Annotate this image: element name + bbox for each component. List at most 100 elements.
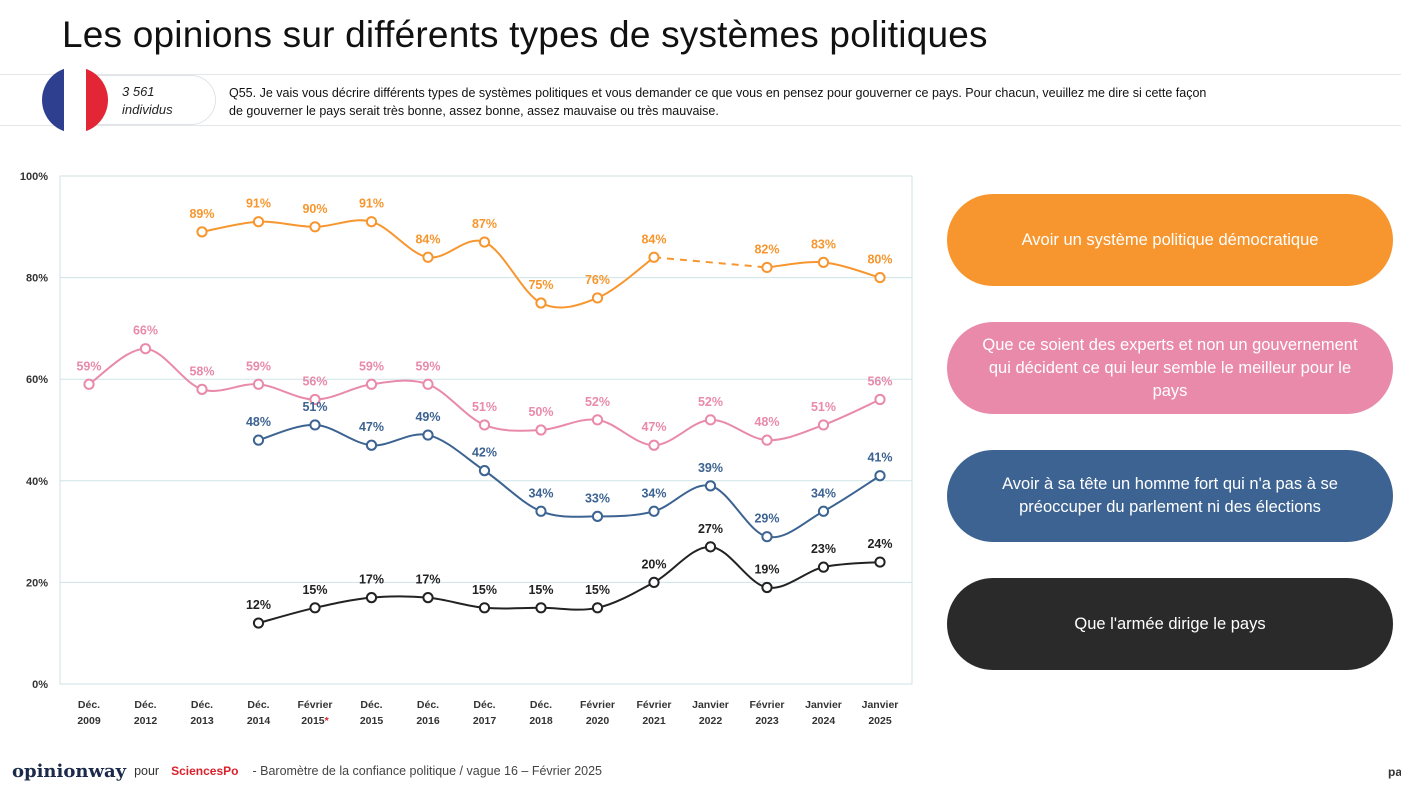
- data-label: 41%: [867, 451, 892, 465]
- data-label: 59%: [76, 359, 101, 373]
- line-chart: 0% 20% 40% 60% 80% 100% Déc. 2009 Déc. 2012 Déc. 20…: [20, 171, 913, 727]
- data-point: [478, 236, 491, 248]
- series-line: [88, 347, 881, 447]
- data-label: 47%: [359, 420, 384, 434]
- data-label: 20%: [641, 557, 666, 571]
- footer-text: - Baromètre de la confiance politique / …: [252, 764, 602, 778]
- x-tick-label-month: Déc.: [134, 699, 156, 711]
- data-label: 51%: [811, 400, 836, 414]
- data-point: [422, 592, 434, 604]
- x-tick-label-year: 2017: [473, 715, 497, 727]
- data-label: 33%: [585, 491, 610, 505]
- data-label: 34%: [641, 486, 666, 500]
- sample-size: 3 561 individus: [122, 83, 173, 119]
- data-point: [817, 561, 830, 573]
- data-point: [761, 434, 773, 446]
- data-label: 80%: [867, 253, 892, 267]
- data-label: 15%: [472, 583, 497, 597]
- data-label: 59%: [246, 359, 271, 373]
- x-tick-label-month: Janvier: [805, 699, 842, 711]
- x-tick-label-year: 2025: [868, 715, 892, 727]
- x-tick-label-year: 2018: [529, 715, 553, 727]
- flag-red-stripe: [86, 67, 108, 133]
- data-label: 91%: [359, 197, 384, 211]
- x-tick-label-month: Déc.: [191, 699, 213, 711]
- info-band: [0, 74, 1401, 126]
- x-tick-label-month: Déc.: [473, 699, 495, 711]
- x-tick-label-month: Janvier: [862, 699, 899, 711]
- data-point: [535, 505, 547, 517]
- x-tick-label-year: 2016: [416, 715, 440, 727]
- legend-item-1: Avoir un système politique démocratique: [947, 194, 1393, 286]
- data-point: [365, 592, 378, 604]
- data-point: [874, 556, 886, 568]
- data-label: 23%: [811, 542, 836, 556]
- x-tick-label-year: 2015*: [301, 715, 329, 727]
- data-label: 34%: [811, 486, 836, 500]
- data-label: 49%: [415, 410, 440, 424]
- data-point: [309, 419, 321, 431]
- series-dashed-gap: [653, 256, 768, 269]
- data-point: [648, 251, 660, 263]
- data-label: 59%: [359, 359, 384, 373]
- data-label: 75%: [528, 278, 553, 292]
- x-tick-label-year: 2021: [642, 715, 666, 727]
- legend-item-3: Avoir à sa tête un homme fort qui n'a pa…: [947, 450, 1393, 542]
- data-point: [535, 297, 547, 309]
- data-label: 84%: [415, 232, 440, 246]
- data-label: 82%: [754, 242, 779, 256]
- data-point: [591, 510, 604, 522]
- data-label: 15%: [302, 583, 327, 597]
- data-label: 48%: [754, 415, 779, 429]
- data-label: 42%: [472, 446, 497, 460]
- sample-unit: individus: [122, 102, 173, 117]
- x-tick-label-year: 2012: [134, 715, 158, 727]
- data-point: [648, 576, 660, 589]
- data-point: [478, 419, 491, 431]
- x-tick-label-year: 2022: [699, 715, 723, 727]
- data-point: [422, 378, 434, 390]
- x-tick-label-month: Janvier: [692, 699, 729, 711]
- data-label: 52%: [698, 395, 723, 409]
- data-label: 52%: [585, 395, 610, 409]
- x-tick-label-month: Déc.: [530, 699, 552, 711]
- x-tick-label-month: Déc.: [360, 699, 382, 711]
- data-label: 83%: [811, 237, 836, 251]
- data-point: [591, 602, 604, 614]
- data-point: [874, 470, 886, 482]
- data-point: [704, 414, 717, 426]
- data-label: 15%: [585, 583, 610, 597]
- data-point: [817, 505, 830, 517]
- sciencespo-logo: SciencesPo: [171, 764, 239, 778]
- data-point: [761, 531, 773, 543]
- data-point: [874, 272, 886, 284]
- x-tick-label-month: Février: [297, 699, 332, 711]
- x-tick-label-year: 2013: [190, 715, 214, 727]
- data-point: [196, 383, 208, 395]
- y-tick-label: 100%: [20, 171, 48, 183]
- data-point: [365, 216, 378, 228]
- x-tick-label-year: 2023: [755, 715, 779, 727]
- x-tick-label-month: Février: [580, 699, 615, 711]
- data-label: 87%: [472, 217, 497, 231]
- data-label: 59%: [415, 359, 440, 373]
- x-tick-label-month: Février: [749, 699, 784, 711]
- page-number: pa: [1388, 765, 1401, 779]
- data-point: [309, 221, 321, 233]
- data-point: [591, 414, 604, 426]
- sample-count: 3 561: [122, 84, 155, 99]
- question-text: Q55. Je vais vous décrire différents typ…: [229, 84, 1401, 120]
- data-point: [252, 216, 265, 228]
- data-label: 90%: [302, 202, 327, 216]
- plot-frame: [59, 175, 913, 685]
- question-line-1: Q55. Je vais vous décrire différents typ…: [229, 86, 1207, 100]
- data-point: [704, 541, 717, 553]
- data-label: 19%: [754, 562, 779, 576]
- series-line: [258, 545, 881, 625]
- x-tick-label-year: 2024: [812, 715, 836, 727]
- data-point: [83, 378, 95, 390]
- page-title: Les opinions sur différents types de sys…: [62, 14, 988, 55]
- x-tick-label-month: Février: [636, 699, 671, 711]
- data-label: 66%: [133, 324, 158, 338]
- data-label: 34%: [528, 486, 553, 500]
